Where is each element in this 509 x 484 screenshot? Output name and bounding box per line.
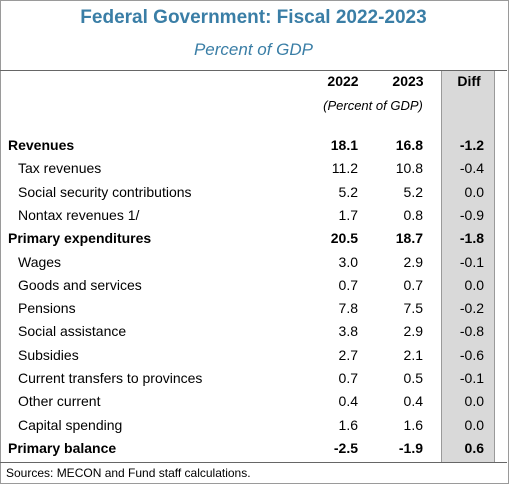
value-2022: 7.8 (338, 300, 358, 317)
diff-column-shade (441, 71, 494, 462)
table-row: Pensions 7.8 7.5 -0.2 (0, 297, 507, 320)
value-2023: 2.9 (403, 323, 423, 340)
value-diff: -0.9 (459, 206, 484, 223)
value-2023: 5.2 (403, 183, 423, 200)
value-diff: -0.8 (459, 323, 484, 340)
row-label: Pensions (18, 300, 76, 317)
value-diff: 0.0 (464, 183, 484, 200)
table-row: Social security contributions 5.2 5.2 0.0 (0, 181, 507, 204)
value-2022: 1.6 (338, 416, 358, 433)
row-label: Primary expenditures (8, 230, 152, 247)
value-diff: 0.6 (464, 439, 484, 456)
value-diff: -1.8 (459, 230, 484, 247)
value-2022: 20.5 (330, 230, 358, 247)
table-row: Primary balance -2.5 -1.9 0.6 (0, 437, 507, 460)
value-2022: 2.7 (338, 346, 358, 363)
table-row: Wages 3.0 2.9 -0.1 (0, 251, 507, 274)
value-diff: -1.2 (459, 137, 484, 153)
row-label: Wages (18, 253, 62, 270)
row-label: Tax revenues (18, 160, 102, 177)
value-diff: -0.1 (459, 370, 484, 386)
column-header-2023: 2023 (392, 73, 424, 89)
value-2023: 0.7 (403, 276, 423, 293)
value-2022: 0.4 (338, 393, 358, 410)
value-diff: 0.0 (464, 416, 484, 433)
table-row: Subsidies 2.7 2.1 -0.6 (0, 344, 507, 367)
row-label: Revenues (8, 137, 75, 153)
table-subtitle: Percent of GDP (193, 40, 314, 59)
value-2023: 18.7 (395, 230, 423, 247)
value-2023: 0.5 (403, 370, 423, 386)
unit-note: (Percent of GDP) (323, 98, 423, 113)
row-label: Primary balance (8, 439, 117, 456)
footer-divider (0, 462, 507, 463)
table-row: Nontax revenues 1/1.7 0.8 -0.9 (0, 204, 507, 227)
table-row: Tax revenues 11.2 10.8 -0.4 (0, 157, 507, 180)
table-title: Federal Government: Fiscal 2022-2023 (80, 7, 427, 28)
value-2023: 0.8 (403, 206, 423, 223)
value-diff: -0.4 (459, 160, 484, 177)
value-diff: 0.0 (464, 393, 484, 410)
value-diff: 0.0 (464, 276, 484, 293)
value-2022: 0.7 (338, 276, 358, 293)
row-label: Nontax revenues 1/ (18, 206, 140, 223)
value-2023: 16.8 (395, 137, 423, 153)
value-2023: 1.6 (403, 416, 423, 433)
value-2022: -2.5 (333, 439, 358, 456)
value-2022: 18.1 (330, 137, 358, 153)
value-2022: 11.2 (331, 160, 358, 177)
value-diff: -0.6 (459, 346, 484, 363)
table-row: Goods and services 0.7 0.7 0.0 (0, 274, 507, 297)
header-divider (0, 70, 507, 71)
value-2023: 2.1 (403, 346, 423, 363)
table-row: Revenues 18.1 16.8 -1.2 (0, 134, 507, 157)
source-note: Sources: MECON and Fund staff calculatio… (6, 466, 251, 480)
value-2023: 2.9 (403, 253, 423, 270)
row-label: Other current (18, 393, 101, 410)
table-row: Social assistance 3.8 2.9 -0.8 (0, 320, 507, 343)
value-2022: 1.7 (338, 206, 358, 223)
row-label: Capital spending (18, 416, 123, 433)
row-label: Current transfers to provinces (18, 370, 203, 386)
value-diff: -0.2 (459, 300, 484, 317)
value-2023: 7.5 (403, 300, 423, 317)
table-row: Current transfers to provinces 0.7 0.5 -0.1 (0, 367, 507, 390)
value-2022: 3.0 (338, 253, 358, 270)
value-2023: 10.8 (395, 160, 423, 177)
value-2023: -1.9 (398, 439, 423, 456)
diff-column-right-border (494, 71, 495, 462)
value-2022: 5.2 (338, 183, 358, 200)
value-2023: 0.4 (403, 393, 423, 410)
table-row: Primary expenditures 20.5 18.7 -1.8 (0, 227, 507, 250)
value-2022: 0.7 (338, 370, 358, 386)
value-2022: 3.8 (338, 323, 358, 340)
diff-column-left-border (441, 71, 442, 462)
column-header-2022: 2022 (327, 73, 359, 89)
row-label: Goods and services (18, 276, 142, 293)
table-row: Other current 0.4 0.4 0.0 (0, 390, 507, 413)
column-header-diff: Diff (457, 73, 481, 89)
row-label: Social assistance (18, 323, 127, 340)
row-label: Social security contributions (18, 183, 192, 200)
value-diff: -0.1 (459, 253, 484, 270)
row-label: Subsidies (18, 346, 79, 363)
table-row: Capital spending 1.6 1.6 0.0 (0, 414, 507, 437)
